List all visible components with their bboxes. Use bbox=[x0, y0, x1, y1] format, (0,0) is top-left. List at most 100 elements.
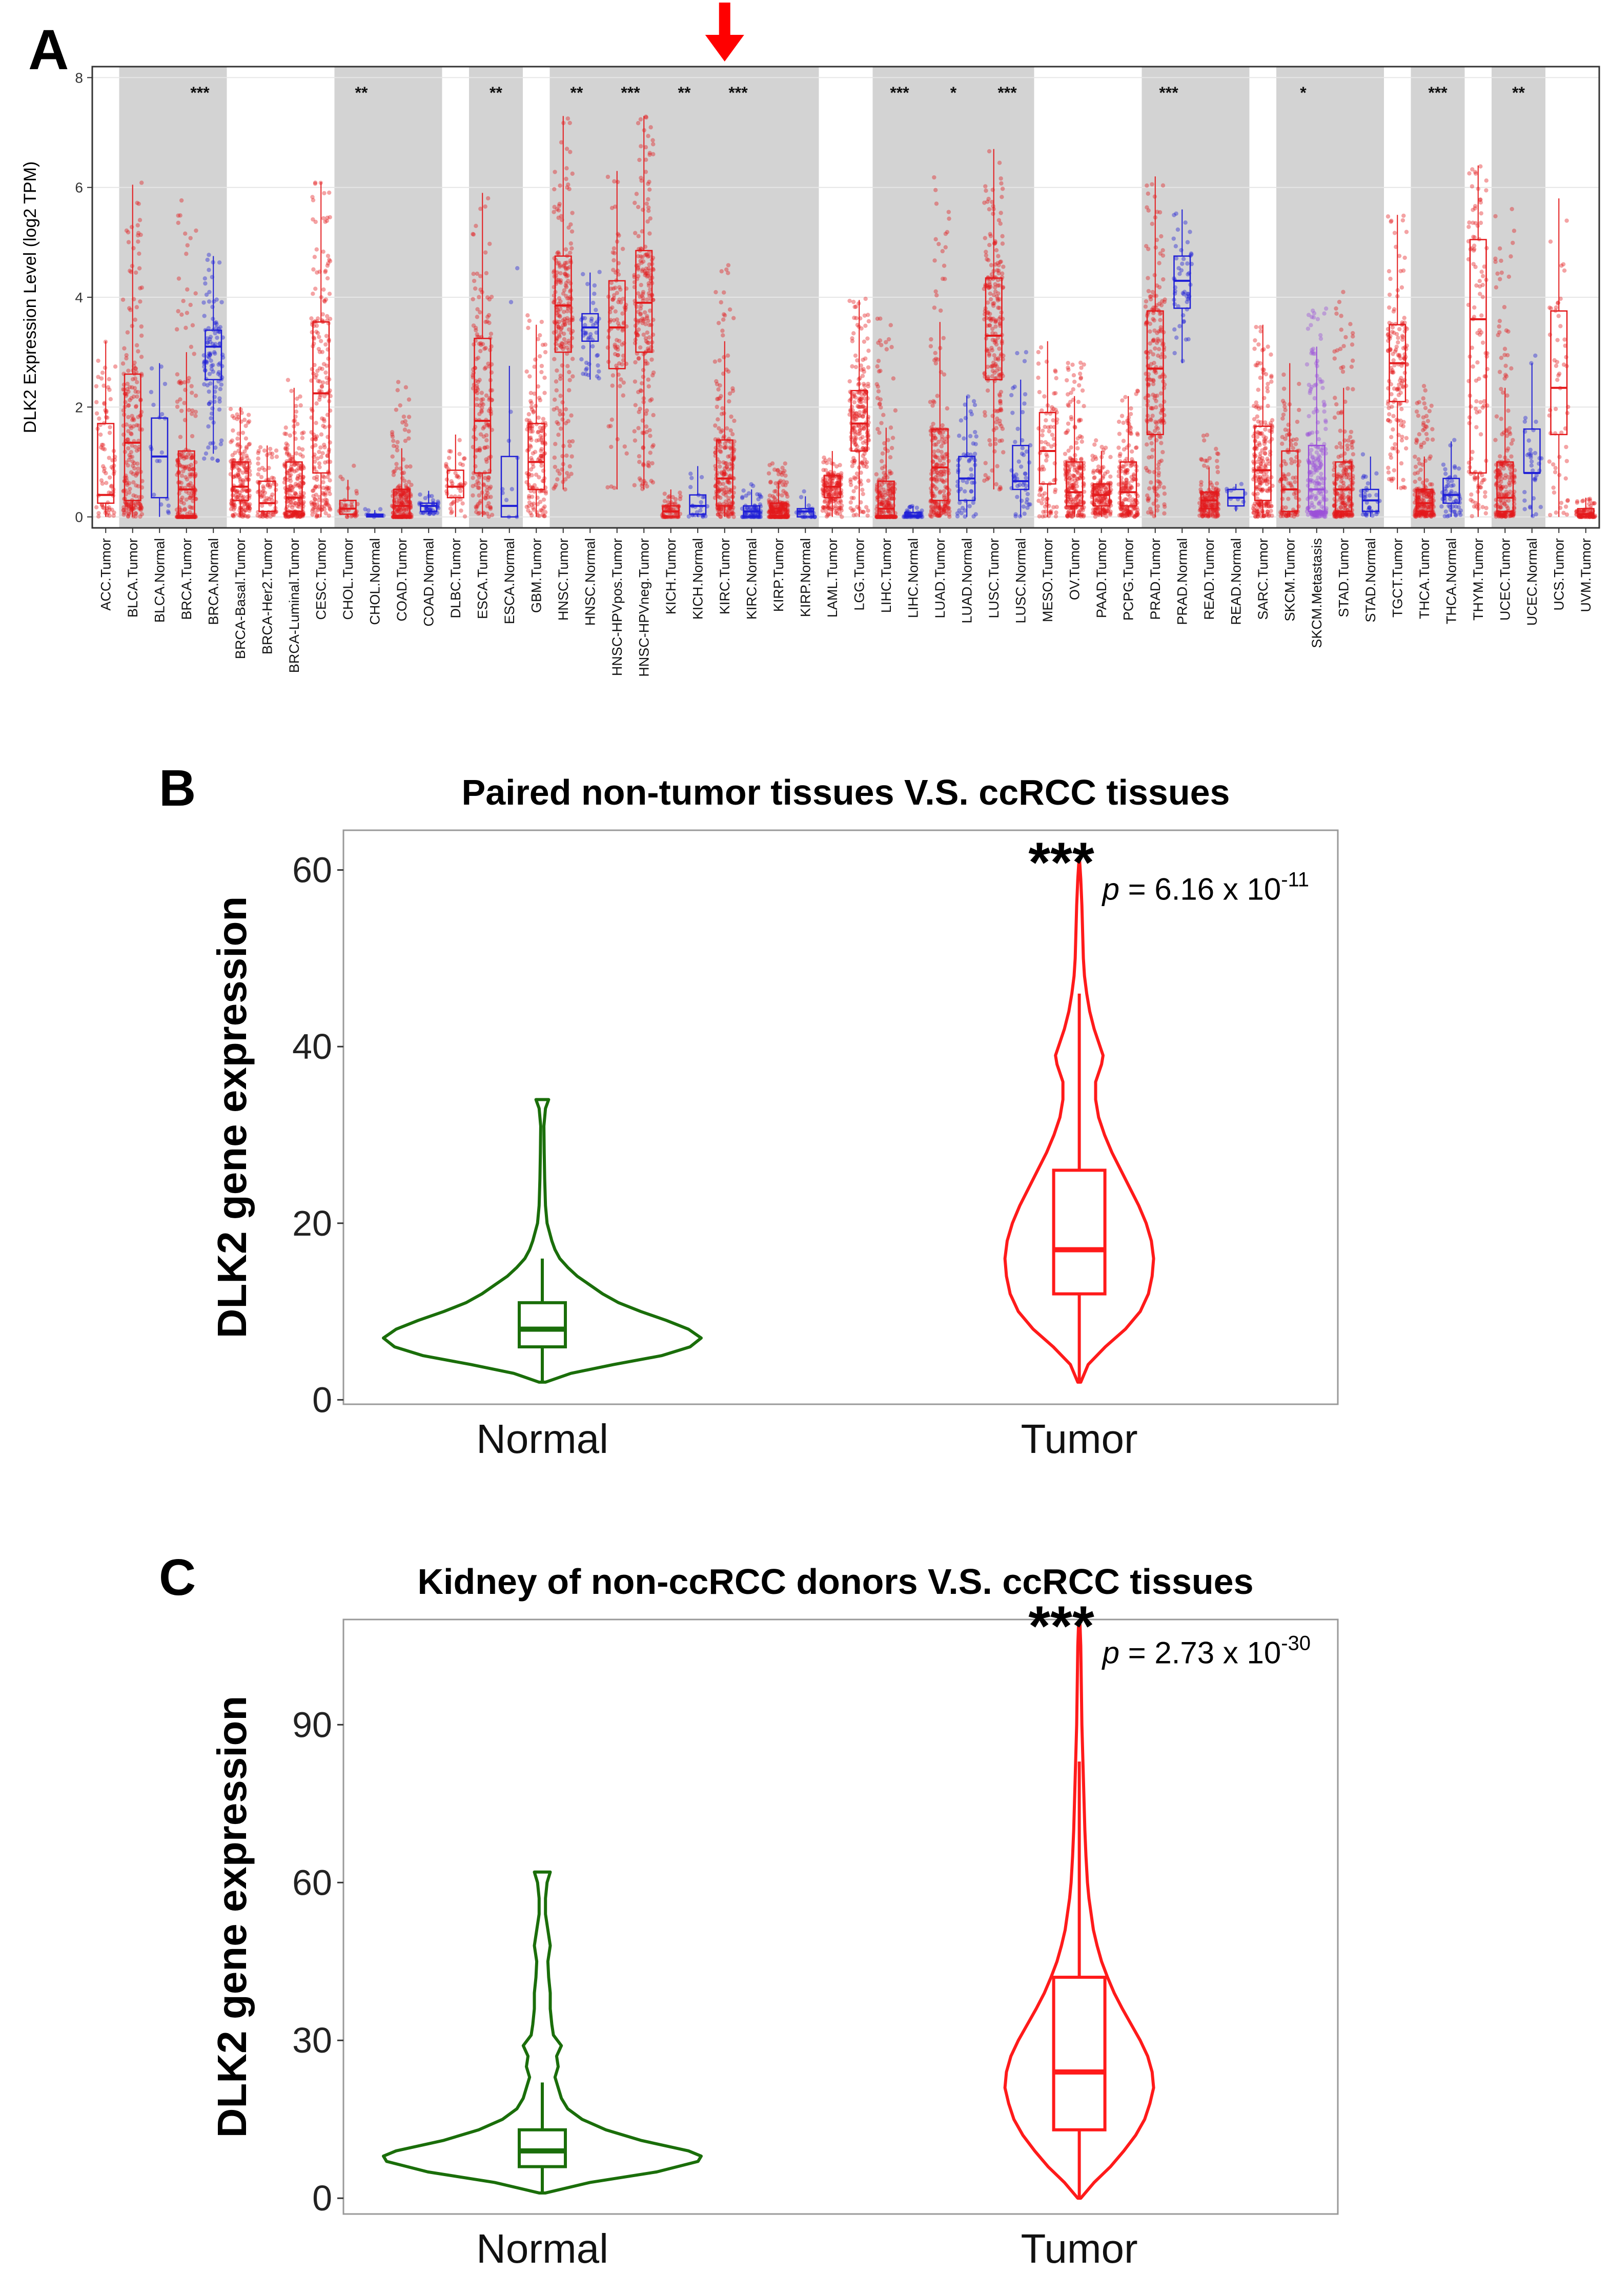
data-point bbox=[1028, 502, 1032, 506]
data-point bbox=[553, 465, 557, 469]
data-point bbox=[1020, 452, 1024, 456]
data-point bbox=[569, 246, 574, 250]
data-point bbox=[289, 500, 293, 504]
data-point bbox=[458, 438, 462, 442]
data-point bbox=[963, 489, 967, 494]
data-point bbox=[984, 461, 988, 465]
data-point bbox=[122, 346, 126, 351]
data-point bbox=[207, 290, 211, 294]
data-point bbox=[930, 403, 934, 407]
data-point bbox=[536, 429, 540, 434]
data-point bbox=[944, 509, 948, 513]
data-point bbox=[135, 343, 139, 347]
data-point bbox=[837, 507, 841, 511]
data-point bbox=[1049, 425, 1053, 429]
data-point bbox=[160, 450, 164, 455]
data-point bbox=[317, 335, 321, 339]
data-point bbox=[987, 317, 991, 321]
data-point bbox=[1023, 392, 1027, 396]
data-point bbox=[848, 506, 852, 510]
data-point bbox=[1081, 508, 1085, 512]
data-point bbox=[130, 418, 134, 422]
data-point bbox=[327, 191, 331, 195]
data-point bbox=[294, 452, 298, 456]
data-point bbox=[853, 477, 857, 481]
data-point bbox=[973, 452, 977, 456]
data-point bbox=[934, 201, 939, 206]
data-point bbox=[645, 316, 649, 320]
data-point bbox=[749, 482, 753, 486]
data-point bbox=[744, 494, 748, 498]
data-point bbox=[458, 482, 462, 486]
data-point bbox=[648, 434, 652, 438]
data-point bbox=[343, 503, 347, 507]
data-point bbox=[510, 487, 514, 491]
data-point bbox=[1001, 317, 1005, 321]
data-point bbox=[997, 419, 1002, 423]
data-point bbox=[605, 485, 609, 489]
data-point bbox=[597, 270, 601, 274]
data-point bbox=[1075, 469, 1079, 474]
data-point bbox=[566, 273, 570, 277]
data-point bbox=[986, 476, 990, 480]
data-point bbox=[633, 379, 637, 383]
data-point bbox=[400, 494, 404, 498]
data-point bbox=[286, 378, 290, 382]
data-point bbox=[564, 177, 568, 181]
data-point bbox=[640, 381, 644, 385]
data-point bbox=[722, 473, 726, 477]
data-point bbox=[865, 336, 869, 340]
data-point bbox=[959, 418, 963, 422]
data-point bbox=[725, 426, 729, 430]
data-point bbox=[472, 279, 476, 283]
data-point bbox=[940, 454, 944, 458]
data-point bbox=[637, 410, 641, 414]
data-point bbox=[540, 364, 544, 368]
data-point bbox=[647, 384, 651, 388]
data-point bbox=[311, 268, 315, 272]
data-point bbox=[314, 220, 318, 224]
data-point bbox=[638, 345, 642, 350]
data-point bbox=[103, 365, 107, 370]
data-point bbox=[890, 486, 894, 490]
data-point bbox=[718, 383, 722, 387]
data-point bbox=[325, 314, 329, 318]
data-point bbox=[633, 429, 637, 433]
data-point bbox=[934, 293, 939, 297]
data-point bbox=[157, 459, 161, 463]
data-point bbox=[323, 425, 327, 429]
data-point bbox=[1000, 234, 1004, 238]
data-point bbox=[1000, 195, 1004, 199]
data-point bbox=[352, 464, 356, 468]
data-point bbox=[720, 406, 724, 410]
data-point bbox=[486, 196, 490, 200]
data-point bbox=[529, 401, 534, 405]
data-point bbox=[640, 294, 644, 298]
data-point bbox=[641, 290, 645, 294]
data-point bbox=[633, 231, 637, 235]
data-point bbox=[855, 404, 860, 408]
data-point bbox=[567, 439, 571, 443]
data-point bbox=[109, 397, 113, 401]
data-point bbox=[636, 263, 640, 267]
data-point bbox=[720, 509, 724, 514]
data-point bbox=[504, 498, 508, 502]
data-point bbox=[717, 460, 721, 464]
data-point bbox=[642, 333, 646, 337]
data-point bbox=[1068, 473, 1072, 477]
data-point bbox=[398, 403, 402, 407]
data-point bbox=[481, 510, 485, 515]
data-point bbox=[861, 446, 865, 450]
data-point bbox=[262, 448, 267, 453]
data-point bbox=[108, 425, 112, 429]
data-point bbox=[991, 360, 995, 364]
data-point bbox=[1070, 362, 1074, 366]
data-point bbox=[881, 452, 885, 456]
data-point bbox=[649, 357, 654, 361]
data-point bbox=[558, 471, 562, 476]
data-point bbox=[1018, 514, 1022, 518]
data-point bbox=[484, 438, 488, 442]
data-point bbox=[479, 432, 483, 436]
data-point bbox=[840, 515, 844, 519]
data-point bbox=[139, 334, 144, 338]
